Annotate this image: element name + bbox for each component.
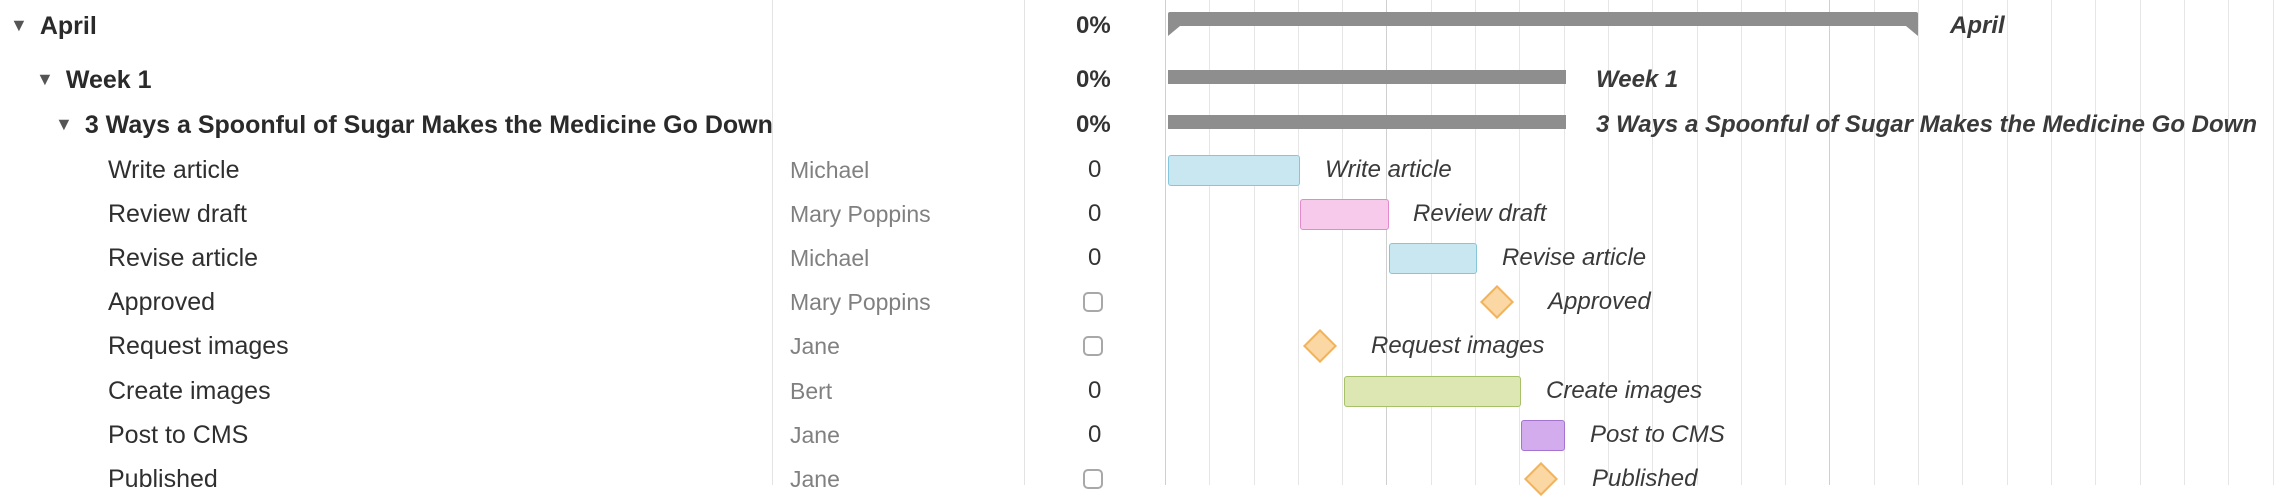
task-name[interactable]: April (39, 11, 97, 40)
day-grid-line (1564, 0, 1565, 485)
task-row-published[interactable]: Published Jane Published (0, 457, 2280, 501)
day-grid-line (2051, 0, 2052, 485)
task-row-review[interactable]: Review draft Mary Poppins 0 Review draft (0, 192, 2280, 236)
day-grid-line (1962, 0, 1963, 485)
progress-value[interactable]: 0% (1076, 66, 1111, 93)
assignee[interactable]: Mary Poppins (790, 200, 931, 227)
day-grid-line (1874, 0, 1875, 485)
collapse-triangle-icon[interactable]: ▼ (55, 113, 73, 134)
assignee[interactable]: Jane (790, 332, 840, 359)
summary-bar[interactable] (1168, 12, 1918, 36)
task-row-revise[interactable]: Revise article Michael 0 Revise article (0, 236, 2280, 280)
task-name[interactable]: 3 Ways a Spoonful of Sugar Makes the Med… (84, 110, 773, 139)
day-grid-line (1652, 0, 1653, 485)
assignee[interactable]: Bert (790, 377, 833, 404)
column-divider-assignee (1024, 0, 1025, 485)
week-grid-line (1386, 0, 1387, 485)
bar-label: April (1950, 12, 2005, 39)
day-grid-line (2007, 0, 2008, 485)
day-grid-line (1298, 0, 1299, 485)
day-grid-line (1519, 0, 1520, 485)
task-name[interactable]: Week 1 (65, 65, 152, 94)
summary-bar[interactable] (1168, 115, 1566, 129)
milestone-checkbox[interactable] (1083, 469, 1103, 489)
progress-value[interactable]: 0% (1076, 12, 1111, 39)
task-name[interactable]: Post to CMS (108, 420, 249, 449)
progress-value[interactable]: 0 (1088, 244, 1102, 271)
day-grid-line (1918, 0, 1919, 485)
task-name[interactable]: Published (108, 464, 218, 493)
bar-label: Week 1 (1596, 66, 1679, 93)
assignee[interactable]: Jane (790, 421, 840, 448)
bar-label: Create images (1546, 377, 1703, 404)
task-bar[interactable] (1389, 243, 1477, 274)
timeline-start-line (1165, 0, 1166, 485)
task-bar[interactable] (1168, 155, 1300, 186)
bar-label: Revise article (1502, 244, 1647, 271)
progress-value[interactable]: 0 (1088, 377, 1102, 404)
bar-label: Post to CMS (1590, 421, 1725, 448)
milestone-checkbox[interactable] (1083, 336, 1103, 356)
bar-label: 3 Ways a Spoonful of Sugar Makes the Med… (1596, 111, 2257, 138)
day-grid-line (1254, 0, 1255, 485)
progress-value[interactable]: 0 (1088, 200, 1102, 227)
milestone-diamond-icon[interactable] (1480, 285, 1514, 319)
progress-value[interactable]: 0 (1088, 421, 1102, 448)
assignee[interactable]: Michael (790, 244, 870, 271)
day-grid-line (2184, 0, 2185, 485)
collapse-triangle-icon[interactable]: ▼ (10, 14, 28, 35)
task-row-reqimg[interactable]: Request images Jane Request images (0, 324, 2280, 368)
collapse-triangle-icon[interactable]: ▼ (36, 68, 54, 89)
summary-endcap (1168, 26, 1180, 36)
task-row-create[interactable]: Create images Bert 0 Create images (0, 369, 2280, 413)
task-bar[interactable] (1521, 420, 1565, 451)
milestone-diamond-icon[interactable] (1524, 462, 1558, 496)
task-name[interactable]: Approved (108, 287, 216, 316)
day-grid-line (1475, 0, 1476, 485)
assignee[interactable]: Jane (790, 465, 840, 492)
bar-label: Approved (1548, 288, 1651, 315)
task-name[interactable]: Write article (108, 155, 240, 184)
day-grid-line (2095, 0, 2096, 485)
summary-endcap (1906, 26, 1918, 36)
day-grid-line (2140, 0, 2141, 485)
task-name[interactable]: Revise article (108, 243, 259, 272)
milestone-checkbox[interactable] (1083, 292, 1103, 312)
day-grid-line (1608, 0, 1609, 485)
task-name[interactable]: Review draft (108, 199, 247, 228)
day-grid-line (1342, 0, 1343, 485)
task-bar[interactable] (1300, 199, 1389, 230)
task-row-week1[interactable]: ▼ Week 1 0% Week 1 (0, 58, 2280, 102)
task-row-april[interactable]: ▼ April 0% April (0, 4, 2280, 48)
progress-value[interactable]: 0% (1076, 111, 1111, 138)
column-divider-name (772, 0, 773, 485)
bar-label: Write article (1325, 156, 1452, 183)
day-grid-line (1741, 0, 1742, 485)
summary-bar[interactable] (1168, 70, 1566, 84)
task-name[interactable]: Create images (108, 376, 271, 405)
assignee[interactable]: Michael (790, 156, 870, 183)
day-grid-line (1697, 0, 1698, 485)
day-grid-line (2228, 0, 2229, 485)
task-row-post[interactable]: Post to CMS Jane 0 Post to CMS (0, 413, 2280, 457)
task-row-approved[interactable]: Approved Mary Poppins Approved (0, 280, 2280, 324)
bar-label: Review draft (1413, 200, 1547, 227)
task-bar[interactable] (1344, 376, 1521, 407)
assignee[interactable]: Mary Poppins (790, 288, 931, 315)
day-grid-line (1209, 0, 1210, 485)
bar-label: Published (1592, 465, 1698, 492)
progress-value[interactable]: 0 (1088, 156, 1102, 183)
task-name[interactable]: Request images (108, 331, 289, 360)
week-grid-line (1829, 0, 1830, 485)
milestone-diamond-icon[interactable] (1303, 329, 1337, 363)
task-row-write[interactable]: Write article Michael 0 Write article (0, 148, 2280, 192)
bar-label: Request images (1371, 332, 1545, 359)
day-grid-line (1785, 0, 1786, 485)
day-grid-line (1431, 0, 1432, 485)
task-row-project[interactable]: ▼ 3 Ways a Spoonful of Sugar Makes the Me… (0, 103, 2280, 147)
day-grid-line (2273, 0, 2274, 485)
